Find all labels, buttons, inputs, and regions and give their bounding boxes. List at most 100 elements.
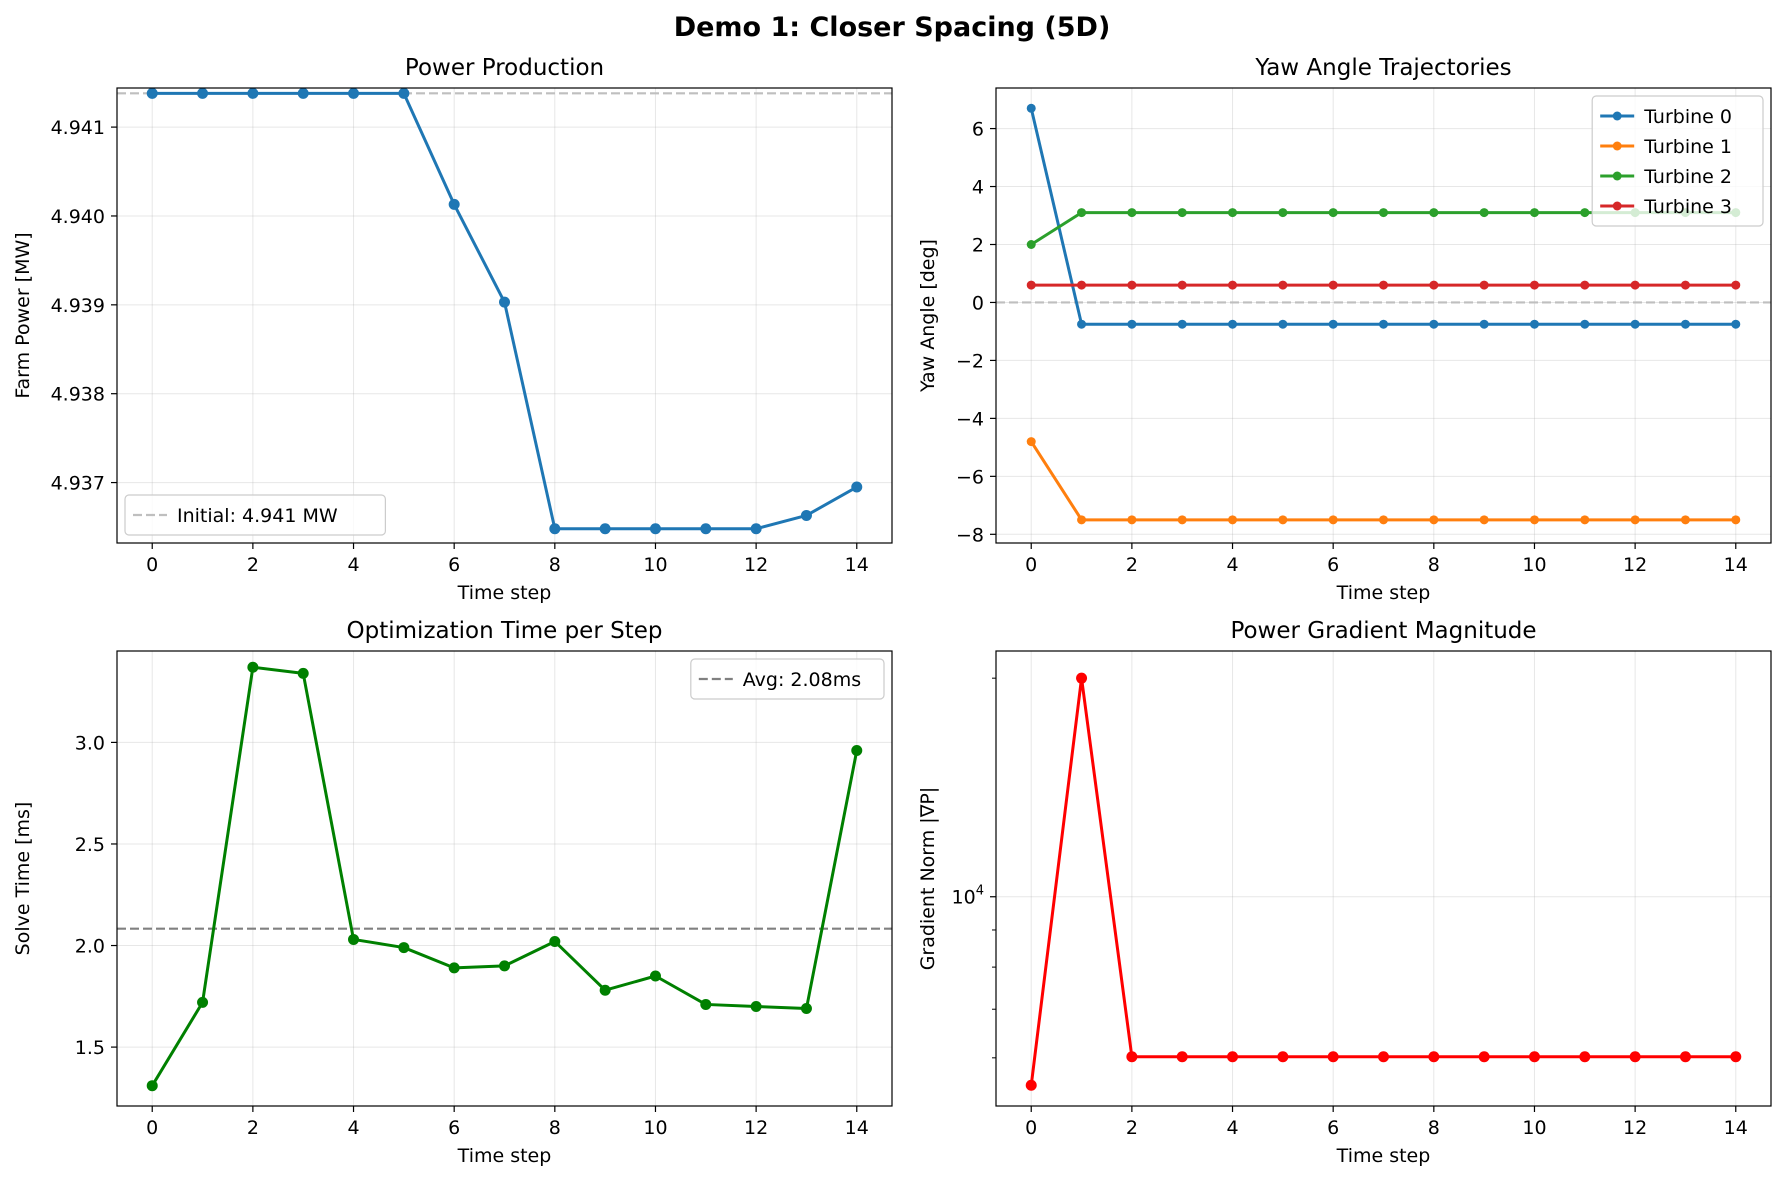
- x-tick-label: 8: [549, 554, 561, 576]
- y-tick-label: 3.0: [75, 732, 105, 754]
- y-tick-label: 4.938: [51, 384, 105, 406]
- y-tick: 0: [972, 292, 996, 314]
- data-point: [1127, 515, 1137, 525]
- x-tick: 0: [1025, 543, 1037, 576]
- data-point: [1428, 1051, 1440, 1063]
- x-tick-label: 14: [1724, 554, 1748, 576]
- x-tick-label: 10: [1522, 554, 1546, 576]
- x-tick: 14: [1724, 1106, 1748, 1139]
- x-tick: 12: [1623, 1106, 1647, 1139]
- y-tick-label: 2.0: [75, 936, 105, 958]
- x-tick: 14: [845, 543, 869, 576]
- x-tick: 4: [1226, 1106, 1239, 1139]
- data-point: [1528, 1051, 1540, 1063]
- y-tick-label: −8: [956, 524, 984, 546]
- x-tick-label: 4: [1226, 1117, 1238, 1139]
- data-point: [1328, 319, 1338, 329]
- x-tick-label: 6: [448, 1117, 460, 1139]
- figure-suptitle: Demo 1: Closer Spacing (5D): [674, 12, 1111, 43]
- legend: Initial: 4.941 MW: [124, 494, 386, 536]
- data-point: [1580, 208, 1590, 218]
- x-tick: 6: [1327, 1106, 1339, 1139]
- axes-frame: [116, 87, 893, 544]
- x-axis-label: Time step: [457, 582, 552, 604]
- y-tick-label: 2: [972, 234, 984, 256]
- data-point: [1026, 239, 1036, 249]
- x-tick: 0: [1025, 1106, 1037, 1139]
- legend-entry-turbine-1: Turbine 1: [1600, 136, 1732, 158]
- data-point: [1529, 515, 1539, 525]
- y-tick: 6: [972, 119, 996, 141]
- legend-entry-turbine-3: Turbine 3: [1600, 196, 1732, 218]
- data-point: [1630, 280, 1640, 290]
- series-0: [146, 661, 863, 1092]
- data-point: [1731, 515, 1741, 525]
- y-tick-label: 1.5: [75, 1037, 105, 1059]
- x-tick: 8: [1428, 543, 1440, 576]
- series-0: [1025, 672, 1742, 1091]
- data-point: [1379, 319, 1388, 329]
- data-point: [1026, 437, 1036, 447]
- data-point: [700, 523, 712, 535]
- legend-marker: [1612, 111, 1622, 121]
- legend-frame: [690, 658, 885, 700]
- data-point: [1327, 1051, 1339, 1063]
- y-tick: 2.5: [75, 834, 117, 856]
- y-tick-label: 6: [972, 119, 984, 141]
- y-tick-label: 4.941: [51, 117, 105, 139]
- data-point: [800, 1003, 812, 1014]
- x-tick: 10: [1522, 1106, 1547, 1139]
- y-tick: −4: [956, 408, 996, 430]
- data-point: [1176, 1051, 1188, 1063]
- data-point: [1479, 515, 1489, 525]
- data-point: [1127, 280, 1137, 290]
- data-point: [549, 523, 561, 535]
- y-tick: 4.940: [51, 206, 117, 228]
- y-axis-label: Farm Power [MW]: [12, 232, 34, 398]
- y-tick-label: −2: [956, 350, 984, 372]
- x-tick: 12: [744, 543, 768, 576]
- y-tick: 3.0: [75, 732, 117, 754]
- x-tick-label: 14: [845, 1117, 869, 1139]
- data-point: [1479, 208, 1489, 218]
- data-point: [649, 970, 661, 982]
- chart-title: Yaw Angle Trajectories: [1254, 55, 1511, 81]
- x-tick-label: 6: [448, 554, 460, 576]
- x-tick-label: 12: [744, 554, 768, 576]
- data-point: [1680, 515, 1690, 525]
- x-tick: 12: [1623, 543, 1647, 576]
- x-tick: 6: [1327, 543, 1339, 576]
- data-point: [1378, 1051, 1389, 1063]
- data-point: [1277, 1051, 1289, 1063]
- x-tick-label: 0: [146, 554, 158, 576]
- data-point: [1077, 208, 1087, 218]
- data-point: [1177, 319, 1187, 329]
- data-point: [1328, 280, 1338, 290]
- series-line: [1029, 440, 1736, 522]
- x-tick: 2: [247, 1106, 259, 1139]
- x-tick-label: 2: [1126, 1117, 1138, 1139]
- series-turbine-0: [1026, 103, 1741, 329]
- series-line: [152, 91, 858, 531]
- x-tick-label: 12: [1623, 1117, 1647, 1139]
- data-point: [1228, 280, 1238, 290]
- x-tick: 14: [1724, 543, 1748, 576]
- data-point: [1529, 319, 1539, 329]
- y-tick-label: 4.937: [51, 473, 105, 495]
- data-point: [1278, 280, 1288, 290]
- x-axis-label: Time step: [457, 1145, 552, 1167]
- gridlines: [117, 88, 892, 543]
- data-point: [448, 198, 460, 210]
- data-point: [398, 87, 410, 99]
- x-tick-label: 0: [1025, 1117, 1037, 1139]
- data-point: [1731, 319, 1741, 329]
- data-point: [599, 984, 611, 996]
- y-axis-label: Gradient Norm |∇P|: [917, 787, 939, 971]
- legend-entry-turbine-0: Turbine 0: [1600, 106, 1732, 128]
- x-tick: 4: [347, 1106, 360, 1139]
- data-point: [1429, 515, 1439, 525]
- data-point: [146, 1080, 158, 1092]
- x-tick-label: 2: [1126, 554, 1138, 576]
- x-tick-label: 10: [643, 554, 667, 576]
- x-tick: 2: [247, 543, 259, 576]
